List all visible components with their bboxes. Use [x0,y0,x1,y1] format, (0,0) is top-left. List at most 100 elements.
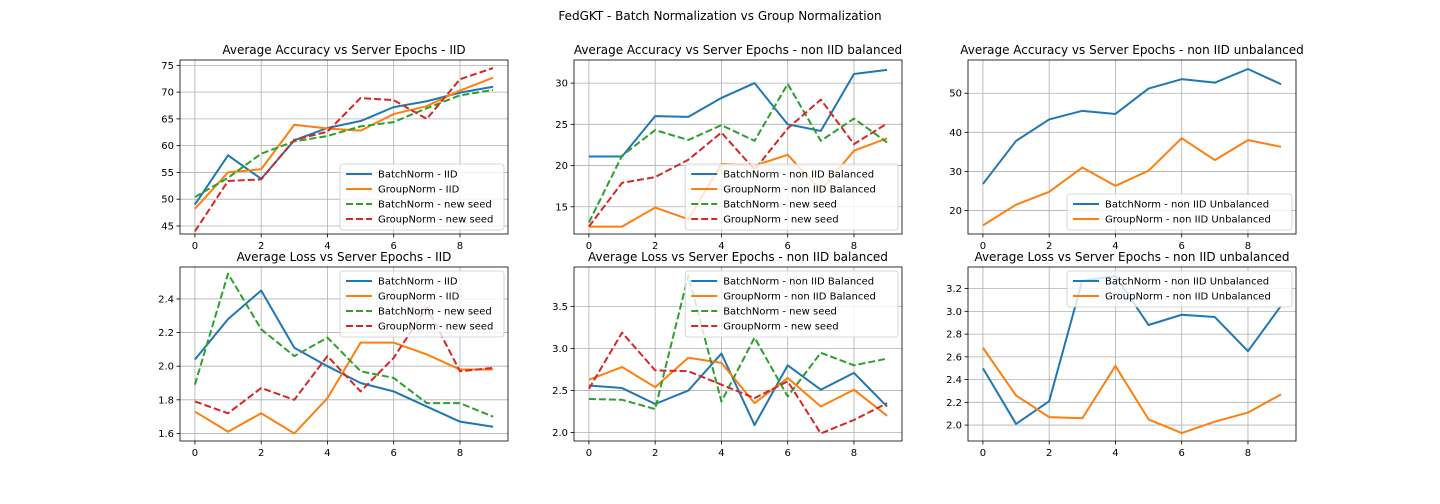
x-tick-label: 8 [1245,448,1251,459]
series-line-3 [193,272,494,418]
x-tick-label: 6 [391,448,397,459]
legend-box [684,163,899,231]
legend-label: GroupNorm - new seed [723,215,838,226]
legend: BatchNorm - non IID Balanced GroupNorm - … [684,270,899,338]
legend-label: GroupNorm - new seed [378,322,493,333]
y-tick-label: 3.0 [946,307,962,318]
legend-box [1066,270,1293,308]
x-tick-label: 0 [192,241,198,252]
x-tick-label: 2 [1046,448,1052,459]
y-tick-label: 30 [555,79,568,90]
x-tick-label: 0 [980,241,986,252]
series-line-2 [588,356,888,417]
y-tick-label: 2.4 [946,375,962,386]
legend-box [684,270,899,338]
legend-box [1066,193,1293,231]
x-tick-label: 0 [586,448,592,459]
x-tick-label: 6 [391,241,397,252]
y-tick-label: 75 [161,61,174,72]
x-tick-label: 4 [324,448,330,459]
series-line-4 [194,67,494,232]
subplot-title: Average Accuracy vs Server Epochs - non … [574,43,902,57]
y-tick-label: 50 [161,195,174,206]
series-line-3 [588,274,888,411]
y-tick-label: 20 [949,206,962,217]
series-line-1 [194,85,494,206]
y-tick-label: 40 [949,128,962,139]
x-tick-label: 6 [1179,448,1185,459]
x-tick-label: 8 [1245,241,1251,252]
subplot-4: 0 2 4 6 8 1.6 1.8 2.0 2.2 2.4 Average Loss vs Serv… [158,250,509,459]
y-tick-label: 2.4 [158,294,174,305]
series-line-4 [588,98,888,228]
legend: BatchNorm - IID GroupNorm - IID BatchNorm … [339,163,505,231]
y-tick-label: 30 [949,167,962,178]
subplot-title: Average Loss vs Server Epochs - non IID … [588,250,888,264]
legend-label: GroupNorm - non IID Balanced [723,185,876,196]
subplot-6: 0 2 4 6 8 2.0 2.2 2.4 2.6 2.8 3.0 3.2 Average Loss v… [946,250,1297,459]
subplot-3: 0 2 4 6 8 20 30 40 50 Average Accuracy vs Server … [949,43,1304,252]
y-tick-label: 65 [161,114,174,125]
legend-label: BatchNorm - IID [378,277,458,288]
plot-frame [179,59,509,235]
series-line-1 [588,68,888,158]
legend: BatchNorm - IID GroupNorm - IID BatchNorm … [339,270,505,338]
y-tick-label: 60 [161,141,174,152]
legend-label: GroupNorm - new seed [378,215,493,226]
subplot-2: 0 2 4 6 8 15 20 25 30 Average Accuracy vs Server … [555,43,903,252]
legend-label: GroupNorm - IID [378,185,460,196]
y-tick-label: 2.8 [946,330,962,341]
y-tick-label: 50 [949,89,962,100]
legend-label: BatchNorm - new seed [378,307,492,318]
x-tick-label: 8 [851,241,857,252]
legend-label: GroupNorm - IID [378,292,460,303]
legend: BatchNorm - non IID Balanced GroupNorm - … [684,163,899,231]
subplot-5: 0 2 4 6 8 2.0 2.5 3.0 3.5 Average Loss vs Server … [552,250,903,459]
legend: BatchNorm - non IID Unbalanced GroupNorm … [1066,193,1293,231]
y-tick-label: 55 [161,168,174,179]
y-tick-label: 2.0 [158,362,174,373]
series-line-2 [982,137,1282,227]
x-tick-label: 2 [1046,241,1052,252]
series-line-4 [194,306,494,415]
subplot-title: Average Accuracy vs Server Epochs - non … [960,43,1304,57]
series-line-2 [194,341,494,435]
plot-frame [967,266,1297,442]
legend-label: BatchNorm - non IID Balanced [723,277,874,288]
y-tick-label: 1.8 [158,395,174,406]
figure-title: FedGKT - Batch Normalization vs Group No… [558,9,881,23]
subplot-title: Average Accuracy vs Server Epochs - IID [222,43,465,57]
y-tick-label: 15 [555,202,568,213]
legend: BatchNorm - non IID Unbalanced GroupNorm … [1066,270,1293,308]
x-tick-label: 0 [980,448,986,459]
x-tick-label: 4 [324,241,330,252]
plot-frame [573,59,903,235]
plot-frame [573,266,903,442]
x-tick-label: 8 [457,448,463,459]
x-tick-label: 0 [192,448,198,459]
x-tick-label: 4 [1112,241,1118,252]
series-line-3 [194,88,494,198]
legend-box [339,270,505,338]
y-tick-label: 25 [555,120,568,131]
x-tick-label: 4 [718,241,724,252]
x-tick-label: 2 [652,448,658,459]
x-tick-label: 4 [1112,448,1118,459]
legend-label: BatchNorm - new seed [723,200,837,211]
y-tick-label: 3.2 [946,284,962,295]
subplot-title: Average Loss vs Server Epochs - non IID … [974,250,1289,264]
legend-label: BatchNorm - non IID Unbalanced [1105,277,1269,288]
x-tick-label: 2 [258,241,264,252]
y-tick-label: 2.5 [552,386,568,397]
y-tick-label: 2.2 [158,328,174,339]
series-line-4 [588,331,888,435]
y-tick-label: 45 [161,221,174,232]
x-tick-label: 6 [1179,241,1185,252]
y-tick-label: 2.0 [946,421,962,432]
y-tick-label: 2.6 [946,352,962,363]
y-tick-label: 1.6 [158,429,174,440]
plot-frame [179,266,509,442]
legend-label: BatchNorm - new seed [378,200,492,211]
x-tick-label: 8 [851,448,857,459]
